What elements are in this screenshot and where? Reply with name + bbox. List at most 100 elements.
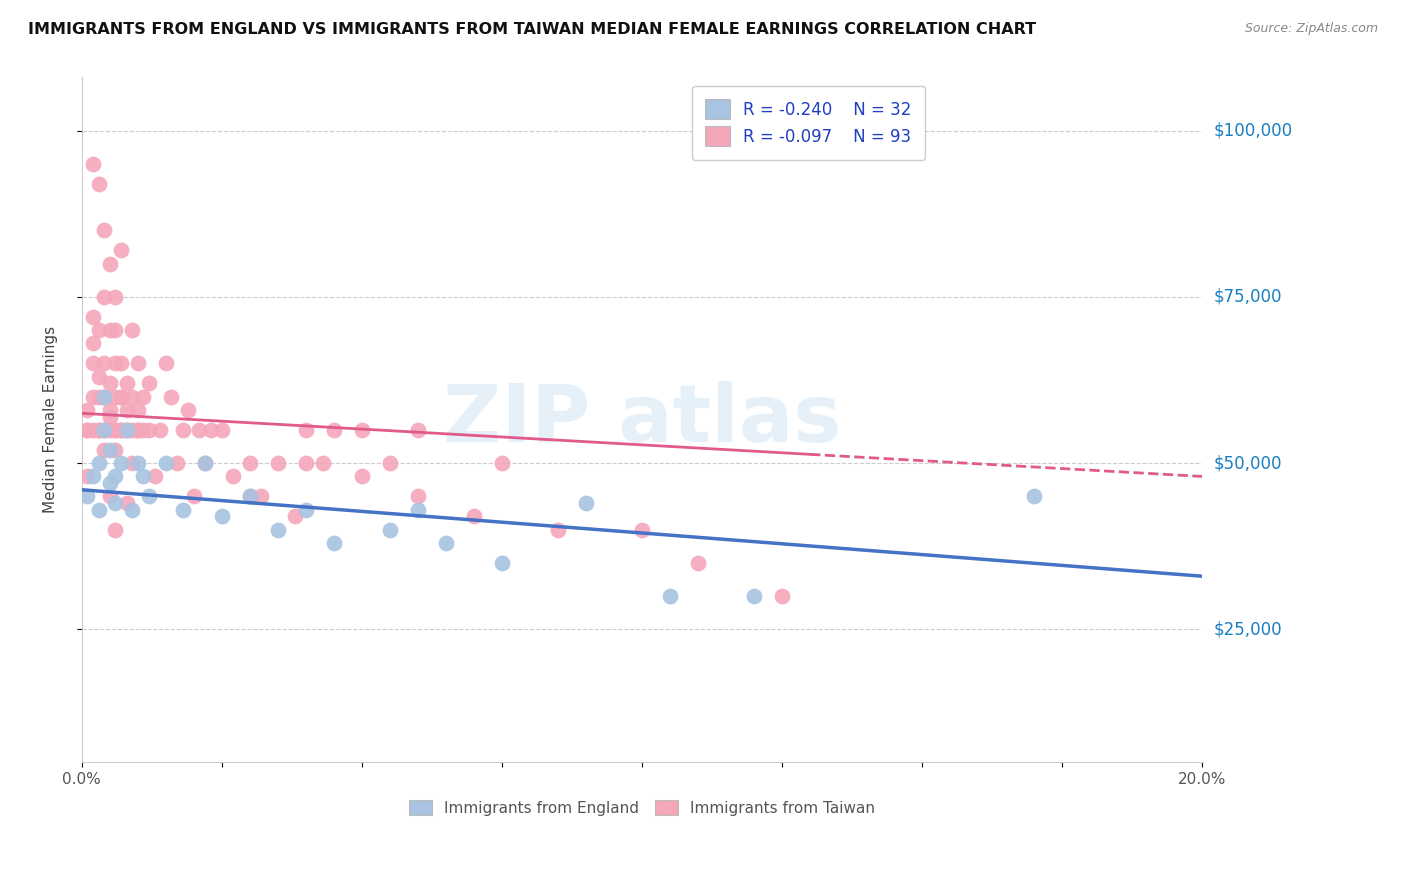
Point (98, 403, 121, 417)
Point (547, 523, 569, 537)
Text: Source: ZipAtlas.com: Source: ZipAtlas.com (1244, 22, 1378, 36)
Point (127, 456, 149, 470)
Point (311, 456, 333, 470)
Y-axis label: Median Female Earnings: Median Female Earnings (44, 326, 58, 514)
Text: $100,000: $100,000 (1213, 121, 1292, 140)
Point (149, 423, 172, 437)
Point (93, 223, 115, 237)
Point (104, 423, 127, 437)
Point (155, 456, 177, 470)
Point (127, 423, 149, 437)
Point (82, 356, 104, 370)
Point (93, 442, 115, 457)
Point (188, 423, 211, 437)
Point (121, 456, 143, 470)
Point (115, 423, 138, 437)
Point (93, 356, 115, 370)
Point (87, 502, 110, 516)
Point (76, 423, 98, 437)
Point (267, 456, 290, 470)
Point (132, 390, 155, 404)
Point (239, 490, 262, 504)
Point (406, 490, 429, 504)
Point (98, 423, 121, 437)
Point (104, 523, 127, 537)
Point (93, 423, 115, 437)
Point (87, 390, 110, 404)
Point (239, 456, 262, 470)
Point (211, 423, 233, 437)
Point (295, 456, 318, 470)
Point (104, 496, 127, 510)
Point (127, 403, 149, 417)
Point (110, 356, 132, 370)
Point (686, 556, 709, 570)
Point (115, 376, 138, 391)
Point (138, 423, 160, 437)
Point (172, 423, 194, 437)
Point (82, 469, 104, 483)
Point (284, 509, 307, 524)
Point (1024, 490, 1046, 504)
Point (87, 323, 110, 337)
Point (463, 509, 485, 524)
Text: $50,000: $50,000 (1213, 454, 1282, 472)
Point (155, 356, 177, 370)
Point (76, 423, 98, 437)
Point (631, 523, 654, 537)
Point (104, 423, 127, 437)
Point (115, 403, 138, 417)
Point (110, 423, 132, 437)
Point (378, 523, 401, 537)
Point (575, 496, 598, 510)
Point (138, 490, 160, 504)
Legend: Immigrants from England, Immigrants from Taiwan: Immigrants from England, Immigrants from… (402, 792, 883, 823)
Point (770, 589, 793, 603)
Point (82, 336, 104, 351)
Point (406, 502, 429, 516)
Point (82, 157, 104, 171)
Point (194, 456, 217, 470)
Point (98, 476, 121, 491)
Point (110, 244, 132, 258)
Point (378, 456, 401, 470)
Point (194, 456, 217, 470)
Point (127, 356, 149, 370)
Point (87, 369, 110, 384)
Point (115, 423, 138, 437)
Point (98, 409, 121, 424)
Point (93, 290, 115, 304)
Point (177, 403, 200, 417)
Text: IMMIGRANTS FROM ENGLAND VS IMMIGRANTS FROM TAIWAN MEDIAN FEMALE EARNINGS CORRELA: IMMIGRANTS FROM ENGLAND VS IMMIGRANTS FR… (28, 22, 1036, 37)
Point (295, 502, 318, 516)
Point (104, 442, 127, 457)
Point (350, 469, 373, 483)
Point (295, 423, 318, 437)
Point (406, 423, 429, 437)
Point (87, 423, 110, 437)
Point (322, 536, 344, 550)
Point (239, 490, 262, 504)
Point (132, 469, 155, 483)
Text: $75,000: $75,000 (1213, 288, 1282, 306)
Point (93, 423, 115, 437)
Point (166, 456, 188, 470)
Point (110, 456, 132, 470)
Point (98, 376, 121, 391)
Point (110, 390, 132, 404)
Point (93, 390, 115, 404)
Point (110, 390, 132, 404)
Point (115, 423, 138, 437)
Point (121, 502, 143, 516)
Point (76, 469, 98, 483)
Point (491, 456, 513, 470)
Point (104, 356, 127, 370)
Point (132, 423, 155, 437)
Point (222, 469, 245, 483)
Point (104, 323, 127, 337)
Point (211, 509, 233, 524)
Point (322, 423, 344, 437)
Point (87, 177, 110, 191)
Point (110, 423, 132, 437)
Point (104, 390, 127, 404)
